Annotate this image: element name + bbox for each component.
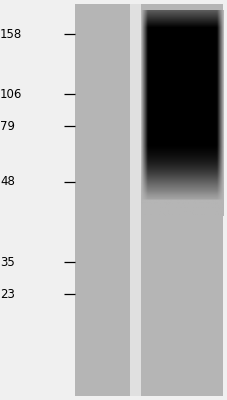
Text: 158: 158 [0,28,22,40]
Text: 23: 23 [0,288,15,300]
Text: 48: 48 [0,176,15,188]
Bar [75,4,129,396]
Bar [129,4,141,396]
Text: 106: 106 [0,88,22,100]
Bar [141,4,222,396]
Text: 79: 79 [0,120,15,132]
Text: 35: 35 [0,256,15,268]
